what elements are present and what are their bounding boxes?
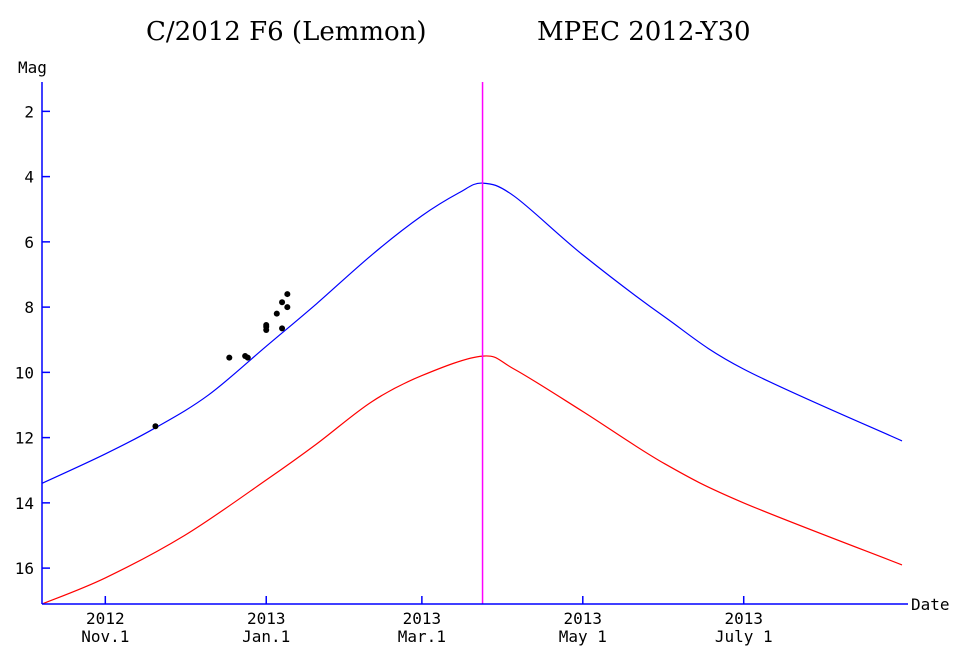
observation-point — [152, 423, 159, 430]
y-axis-label: Mag — [18, 58, 47, 77]
observation-point — [284, 291, 291, 298]
y-tick-label: 14 — [15, 494, 34, 513]
observation-point — [279, 325, 286, 332]
observation-point — [244, 354, 251, 361]
plot-area — [41, 82, 903, 605]
y-tick-label: 12 — [15, 429, 34, 448]
x-tick-year: 2012 — [86, 609, 125, 628]
observation-point — [273, 310, 280, 317]
y-axis: 2 4 6 8 10 12 14 16 — [15, 82, 50, 604]
x-tick-label: May 1 — [559, 627, 607, 646]
x-tick-year: 2013 — [247, 609, 286, 628]
observation-point — [279, 299, 286, 306]
y-tick-label: 16 — [15, 559, 34, 578]
x-tick-label: Jan.1 — [242, 627, 290, 646]
y-tick-label: 10 — [15, 363, 34, 382]
x-tick-label: Nov.1 — [81, 627, 129, 646]
chart-title: C/2012 F6 (Lemmon) — [146, 17, 427, 47]
observation-point — [263, 322, 270, 329]
x-axis-label: Date — [911, 595, 950, 614]
x-tick-label: Mar.1 — [398, 627, 446, 646]
y-tick-label: 4 — [24, 168, 34, 187]
y-tick-label: 2 — [24, 102, 34, 121]
x-tick-year: 2013 — [724, 609, 763, 628]
observation-point — [284, 304, 291, 311]
y-tick-label: 8 — [24, 298, 34, 317]
x-tick-label: July 1 — [715, 627, 773, 646]
x-tick-year: 2013 — [564, 609, 603, 628]
upper-magnitude-curve — [41, 182, 903, 484]
lower-magnitude-curve — [41, 355, 903, 605]
observation-point — [263, 326, 270, 333]
x-tick-year: 2013 — [403, 609, 442, 628]
chart-subtitle: MPEC 2012-Y30 — [537, 17, 751, 47]
observation-point — [226, 354, 233, 361]
y-tick-label: 6 — [24, 233, 34, 252]
